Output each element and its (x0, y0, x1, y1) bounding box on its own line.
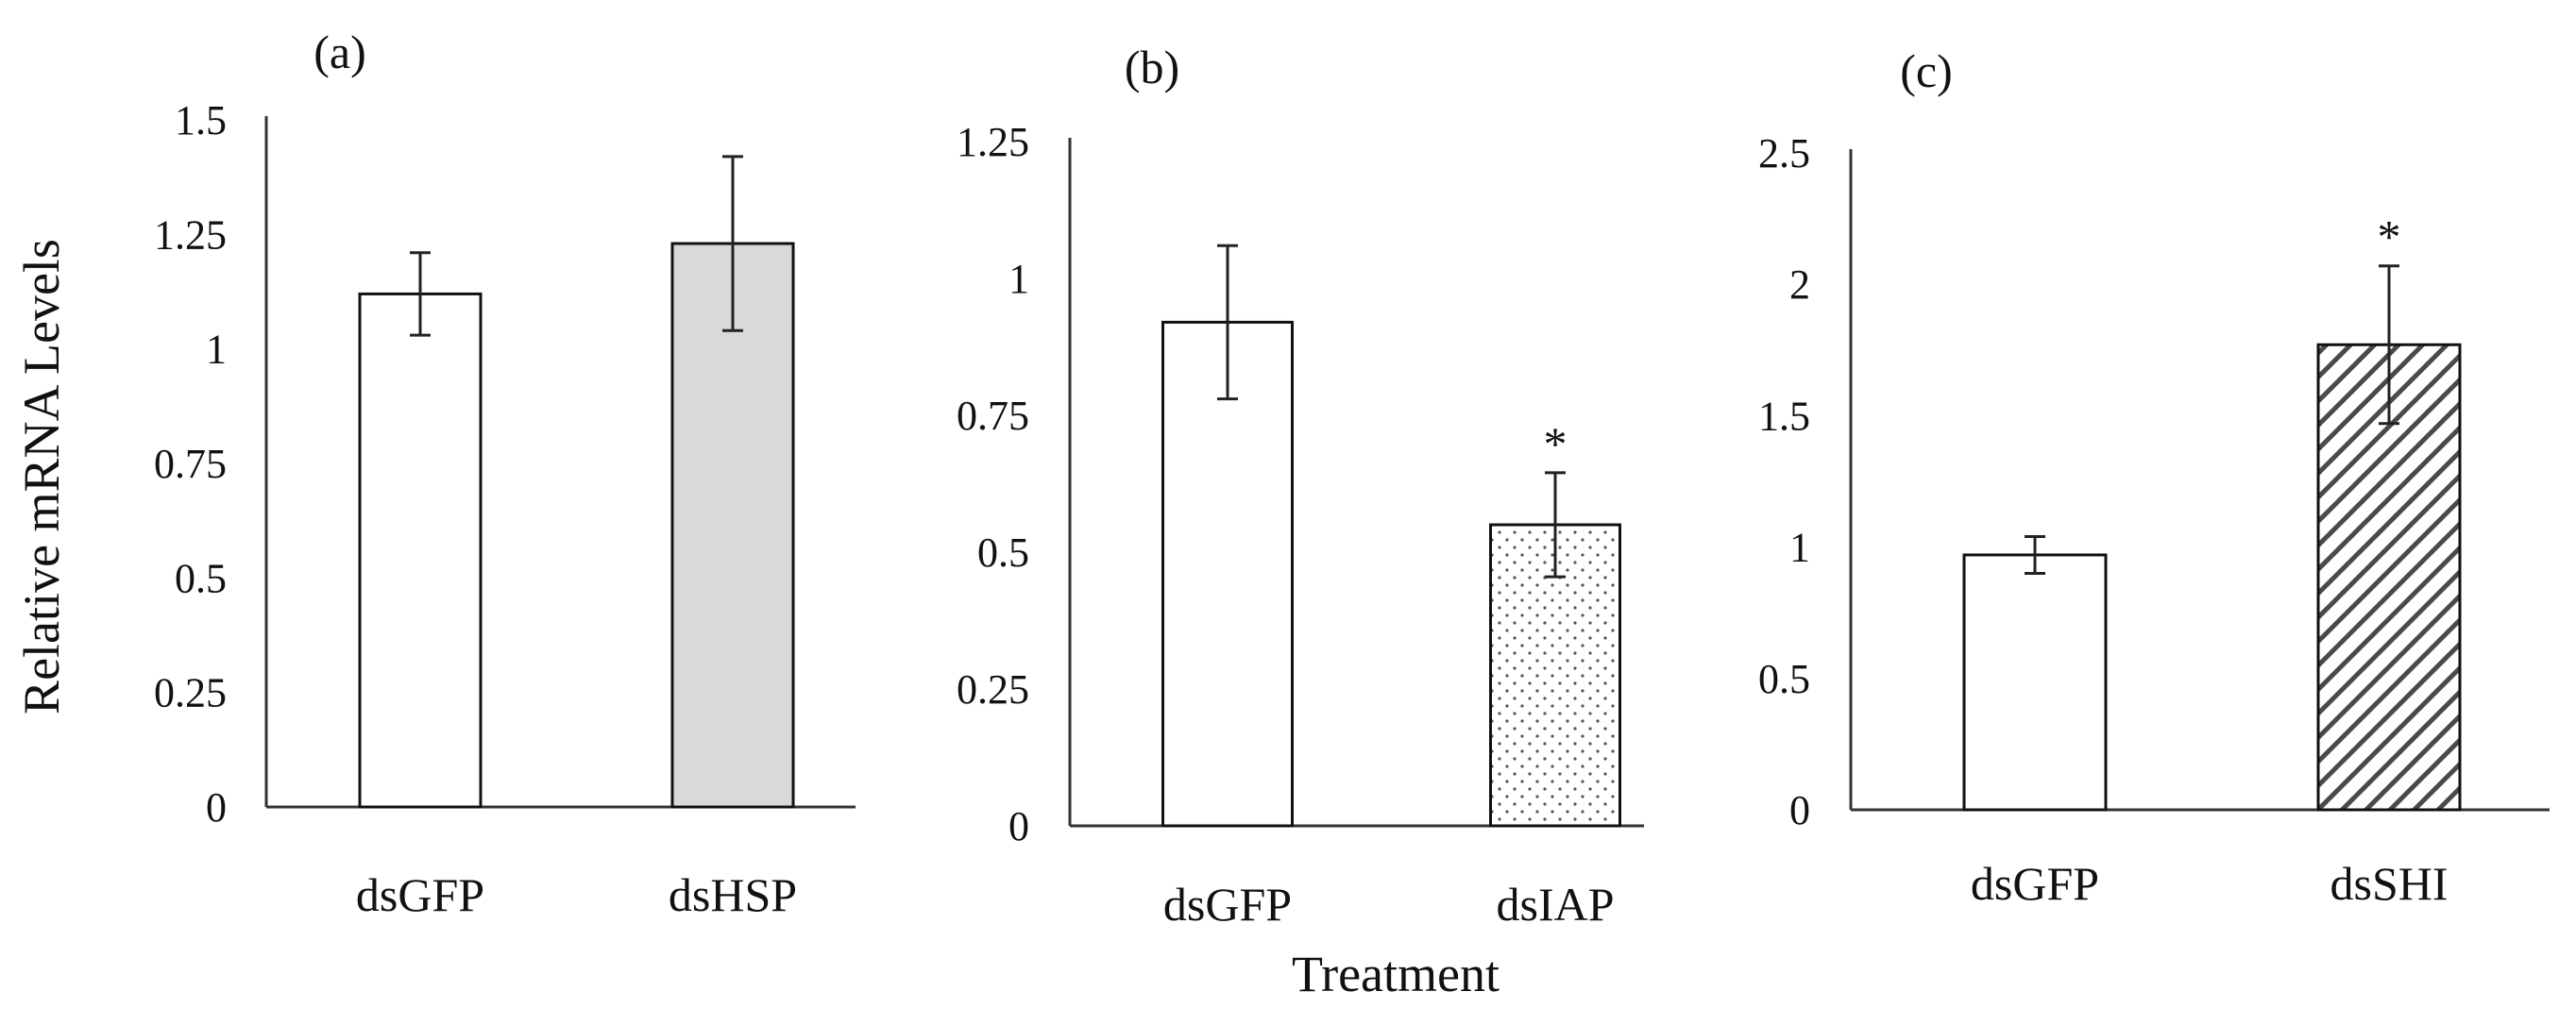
y-tick-label: 0 (1789, 787, 1810, 833)
category-label: dsSHI (2330, 857, 2448, 910)
panel-c: (c) 0 0.5 1 1.5 2 2.5 dsGFP * dsSHI (1758, 44, 2550, 910)
y-tick-label: 1.5 (175, 97, 227, 143)
bar-dshsp (670, 242, 795, 809)
category-label: dsGFP (1971, 857, 2099, 910)
significance-marker: * (1544, 417, 1568, 470)
y-tick-label: 0.25 (957, 666, 1029, 713)
y-tick-label: 2 (1789, 261, 1810, 308)
y-tick-label: 1.25 (154, 211, 227, 258)
panel-label: (a) (314, 25, 366, 78)
y-tick-label: 0 (206, 784, 227, 831)
category-label: dsGFP (356, 868, 484, 921)
y-tick-label: 1 (206, 327, 227, 373)
category-label: dsHSP (669, 868, 797, 921)
y-tick-label: 1.5 (1758, 393, 1810, 439)
y-axis-title: Relative mRNA Levels (13, 239, 70, 714)
category-label: dsGFP (1163, 878, 1292, 931)
y-tick-label: 1 (1008, 256, 1029, 302)
y-tick-label: 0.25 (154, 670, 227, 716)
panel-label: (c) (1900, 44, 1953, 97)
panel-a: (a) 0 0.25 0.5 0.75 1 1.25 1.5 dsGFP dsHSP (154, 25, 856, 921)
y-tick-label: 0.5 (977, 529, 1029, 576)
bar-dsgfp (358, 292, 483, 809)
y-tick-label: 0.75 (154, 441, 227, 487)
y-tick-label: 1.25 (957, 119, 1029, 165)
y-tick-label: 0.5 (1758, 656, 1810, 702)
panel-label: (b) (1125, 41, 1179, 93)
y-tick-label: 0.75 (957, 393, 1029, 439)
panel-b: (b) 0 0.25 0.5 0.75 1 1.25 dsGFP * dsIAP (957, 41, 1644, 931)
category-label: dsIAP (1496, 878, 1614, 931)
y-tick-label: 0 (1008, 803, 1029, 849)
bar-dsgfp (1161, 320, 1294, 828)
y-tick-label: 1 (1789, 525, 1810, 571)
x-axis-title: Treatment (1292, 946, 1500, 1002)
significance-marker: * (2378, 210, 2401, 263)
y-tick-label: 2.5 (1758, 130, 1810, 176)
bar-dsgfp (1962, 553, 2108, 812)
y-tick-label: 0.5 (175, 555, 227, 601)
